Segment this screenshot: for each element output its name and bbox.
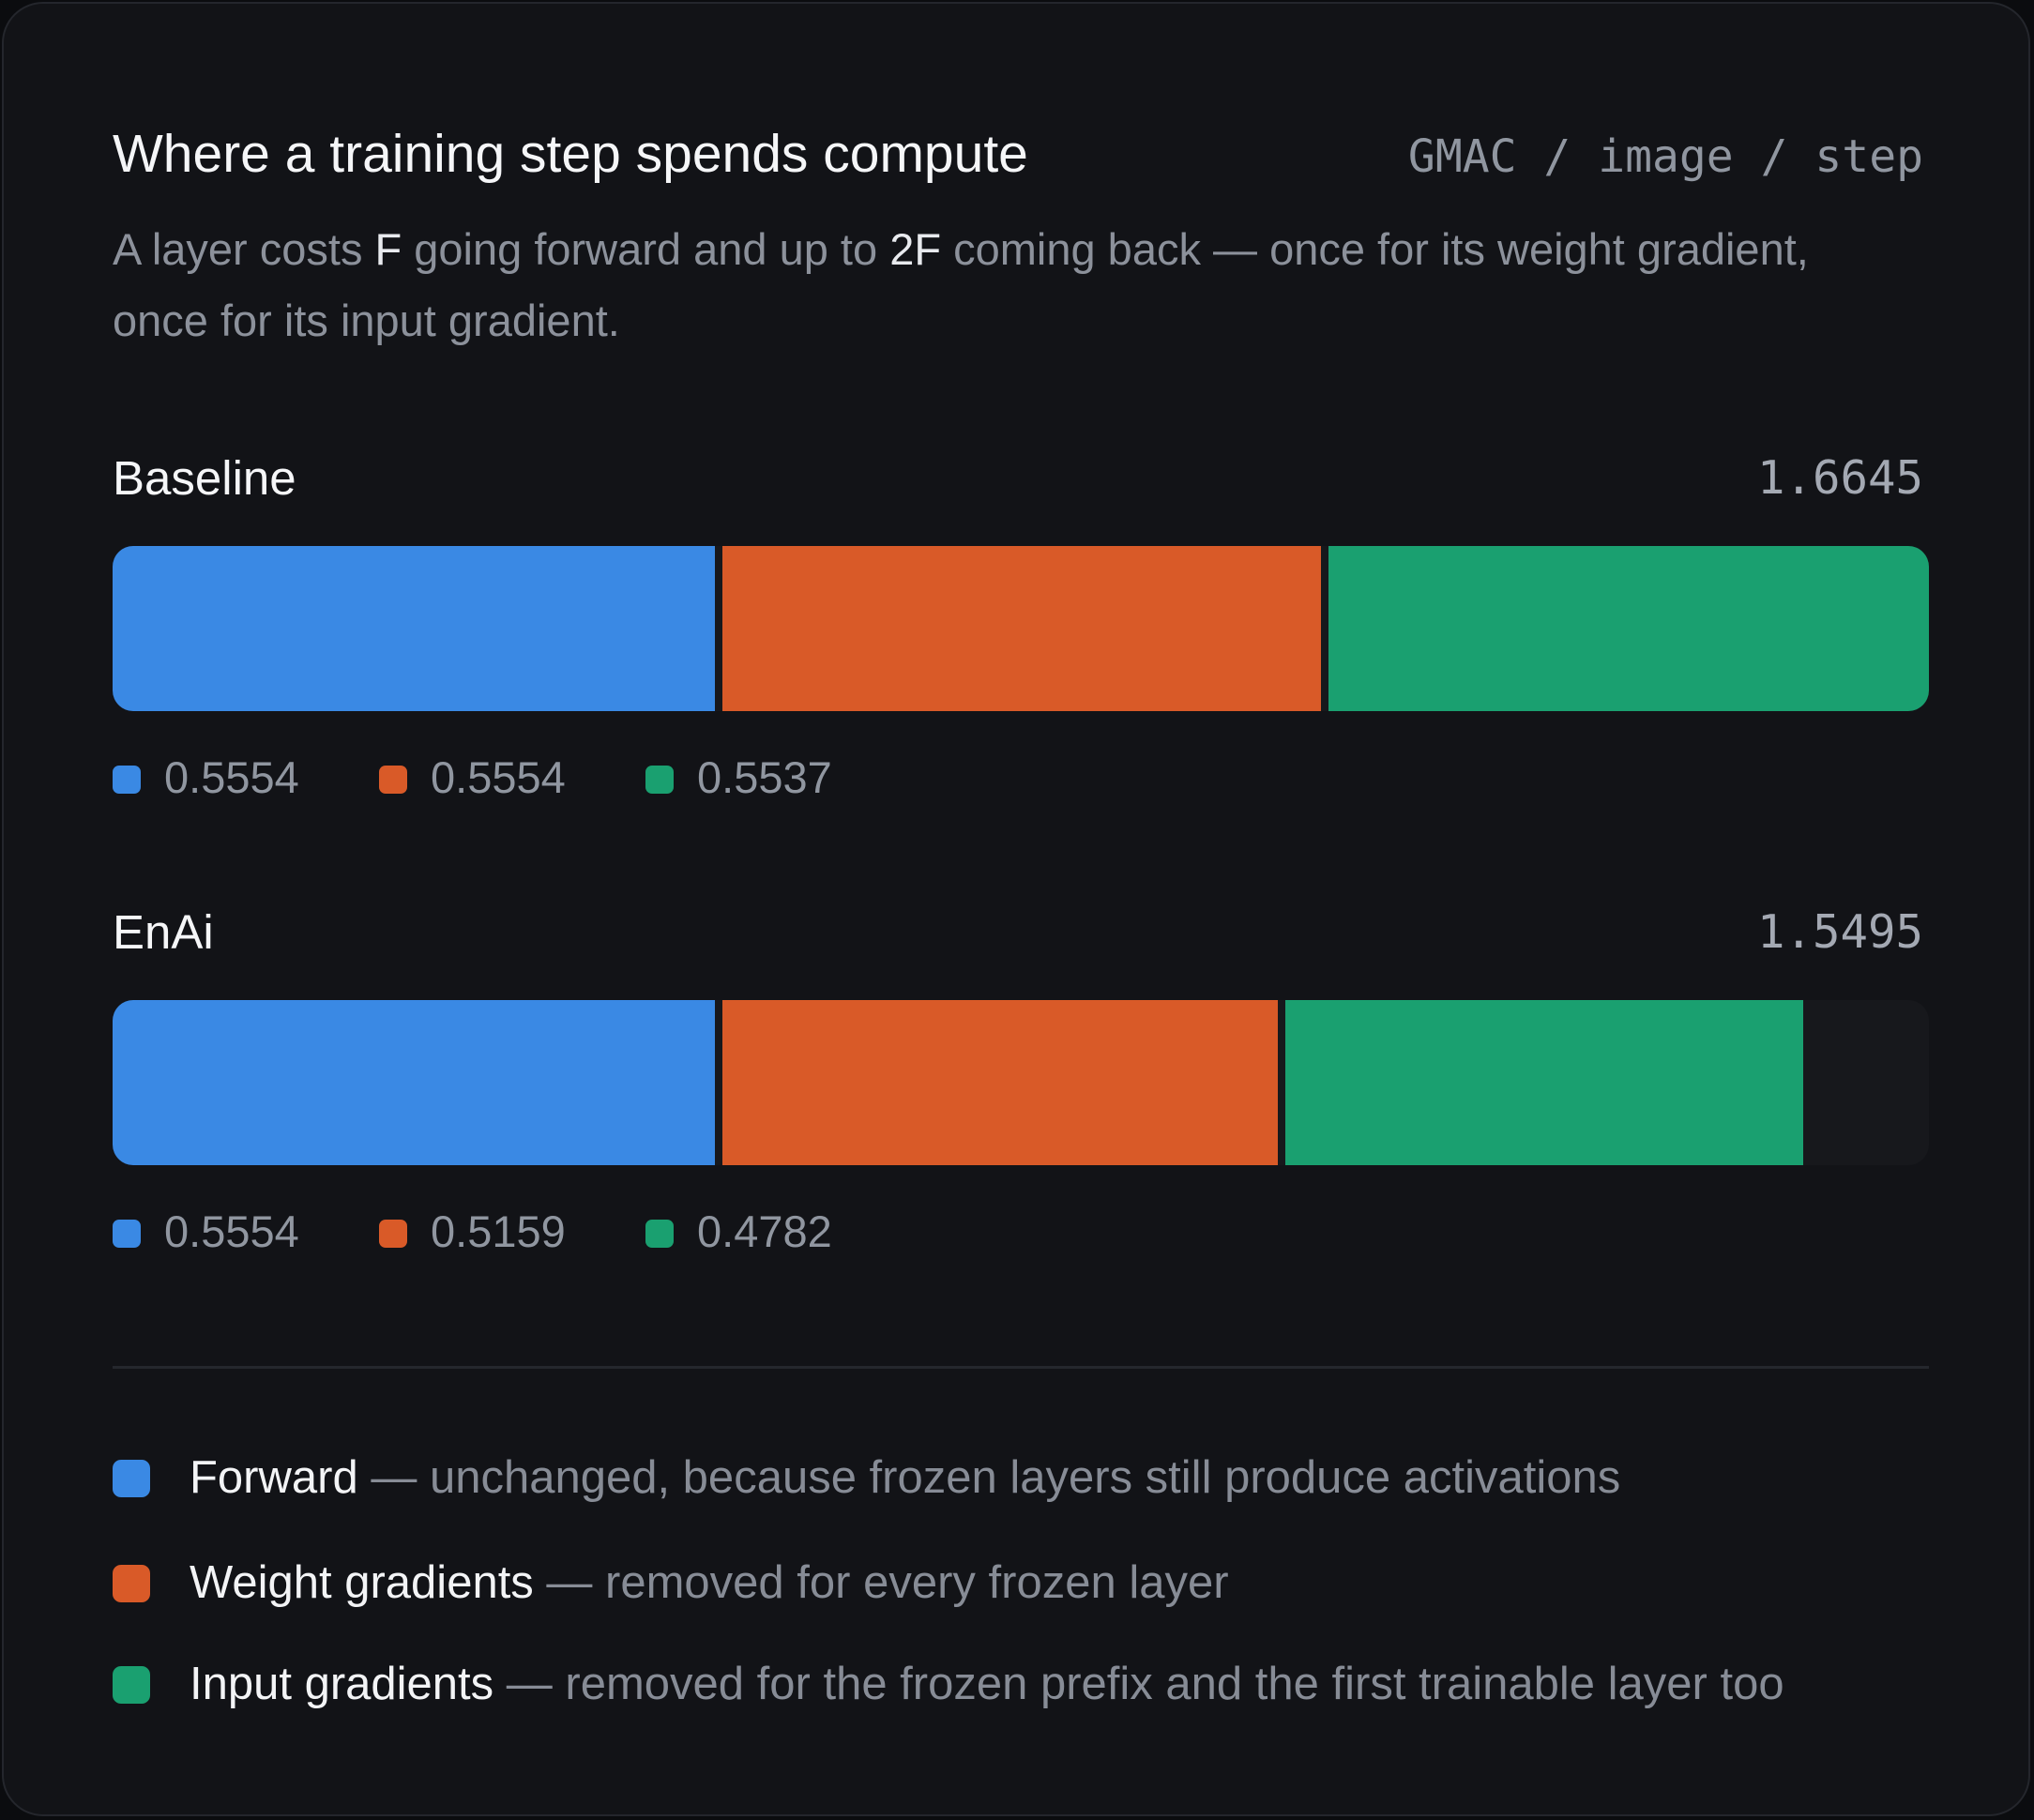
subtitle-highlight-2f: 2F	[889, 224, 942, 274]
legend-swatch-forward	[113, 1460, 150, 1497]
chart-title: Where a training step spends compute	[113, 124, 1028, 184]
row-total-baseline: 1.6645	[1756, 451, 1923, 505]
legend-name: Forward	[190, 1452, 358, 1503]
subtitle-text-2: going forward and up to	[402, 224, 890, 274]
subtitle-highlight-f: F	[374, 224, 402, 274]
legend-text: Input gradients — removed for the frozen…	[190, 1653, 1784, 1715]
swatch-input	[645, 766, 674, 794]
legend-text: Weight gradients — removed for every fro…	[190, 1552, 1229, 1614]
swatch-input	[645, 1220, 674, 1248]
legend-swatch-weight	[113, 1565, 150, 1602]
value-label: 0.5159	[431, 1206, 566, 1256]
bar-segment-input-baseline	[1328, 546, 1929, 711]
value-label: 0.5537	[697, 752, 832, 802]
legend-desc: — removed for every frozen layer	[533, 1557, 1229, 1608]
legend-swatch-input	[113, 1666, 150, 1704]
bar-segment-forward-enai	[113, 1000, 715, 1165]
swatch-weight	[379, 766, 407, 794]
unit-label: GMAC / image / step	[1407, 130, 1923, 183]
subtitle-text-1: A layer costs	[113, 224, 375, 274]
legend-text: Forward — unchanged, because frozen laye…	[190, 1447, 1620, 1509]
swatch-weight	[379, 1220, 407, 1248]
bar-segment-weight-baseline	[721, 546, 1321, 711]
legend-desc: — removed for the frozen prefix and the …	[493, 1659, 1784, 1709]
bar-segment-weight-enai	[721, 1000, 1279, 1165]
swatch-forward	[113, 766, 141, 794]
bar-track-enai	[113, 1000, 1929, 1165]
value-label: 0.5554	[164, 1206, 299, 1256]
row-label-baseline: Baseline	[113, 451, 296, 505]
subtitle-text-3: coming back — once for its weight gradie…	[113, 224, 1809, 345]
legend-name: Weight gradients	[190, 1557, 534, 1608]
divider	[113, 1366, 1929, 1369]
bar-track-baseline	[113, 546, 1929, 711]
chart-subtitle: A layer costs F going forward and up to …	[113, 214, 1895, 356]
row-label-enai: EnAi	[113, 905, 214, 959]
legend-desc: — unchanged, because frozen layers still…	[357, 1452, 1621, 1503]
value-label: 0.4782	[697, 1206, 832, 1256]
bar-segment-forward-baseline	[113, 546, 715, 711]
swatch-forward	[113, 1220, 141, 1248]
legend-name: Input gradients	[190, 1659, 494, 1709]
value-label: 0.5554	[431, 752, 566, 802]
value-label: 0.5554	[164, 752, 299, 802]
row-total-enai: 1.5495	[1756, 905, 1923, 959]
bar-segment-input-enai	[1285, 1000, 1804, 1165]
